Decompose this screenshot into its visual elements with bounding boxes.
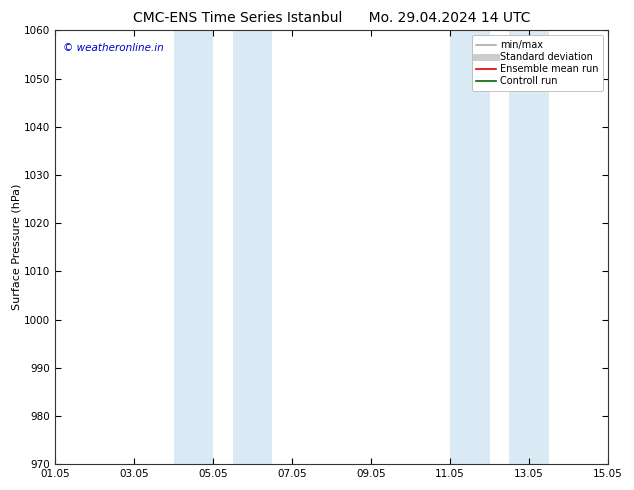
Bar bbox=[509, 30, 549, 464]
Bar bbox=[450, 30, 489, 464]
Bar bbox=[233, 30, 272, 464]
Title: CMC-ENS Time Series Istanbul      Mo. 29.04.2024 14 UTC: CMC-ENS Time Series Istanbul Mo. 29.04.2… bbox=[133, 11, 530, 25]
Legend: min/max, Standard deviation, Ensemble mean run, Controll run: min/max, Standard deviation, Ensemble me… bbox=[472, 35, 603, 91]
Y-axis label: Surface Pressure (hPa): Surface Pressure (hPa) bbox=[11, 184, 21, 311]
Text: © weatheronline.in: © weatheronline.in bbox=[63, 44, 164, 53]
Bar bbox=[174, 30, 213, 464]
